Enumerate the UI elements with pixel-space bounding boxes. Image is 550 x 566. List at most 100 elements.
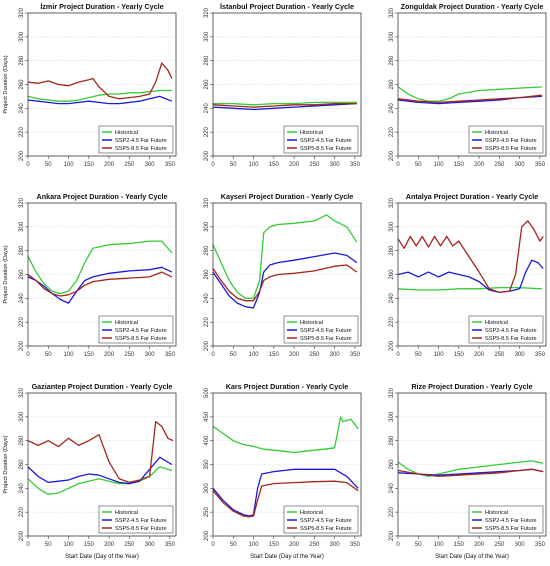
x-tick-label: 350 (350, 542, 361, 548)
series-line (212, 102, 357, 108)
x-axis-label: Start Date (Day of the Year) (65, 554, 139, 560)
y-tick-label: 200 (389, 340, 395, 351)
y-tick-label: 240 (389, 483, 395, 494)
x-tick-label: 0 (396, 542, 400, 548)
x-tick-label: 100 (249, 542, 260, 548)
y-tick-label: 220 (19, 127, 25, 138)
y-tick-label: 300 (19, 221, 25, 232)
series-line (27, 420, 174, 484)
x-tick-label: 50 (45, 352, 52, 358)
x-tick-label: 200 (289, 542, 300, 548)
series-line (212, 252, 358, 309)
y-tick-label: 280 (19, 435, 25, 446)
y-tick-label: 200 (389, 530, 395, 541)
x-tick-label: 300 (330, 542, 341, 548)
series-line (27, 266, 173, 304)
y-tick-label: 350 (204, 459, 210, 470)
y-tick-label: 200 (204, 150, 210, 161)
chart-title: Antalya Project Duration - Yearly Cycle (406, 192, 539, 201)
y-tick-label: 280 (204, 55, 210, 66)
series-line (397, 86, 542, 102)
x-tick-label: 100 (434, 352, 445, 358)
x-tick-label: 350 (350, 162, 361, 168)
series-line (27, 271, 173, 297)
legend-label: SSP5-8.5 Far Future (485, 146, 537, 152)
y-tick-label: 280 (19, 245, 25, 256)
y-tick-label: 320 (389, 387, 395, 398)
series-line (27, 89, 172, 102)
y-tick-label: 200 (204, 530, 210, 541)
legend-label: SSP2-4.5 Far Future (115, 518, 167, 524)
x-tick-label: 350 (165, 162, 176, 168)
x-tick-label: 200 (474, 352, 485, 358)
y-tick-label: 320 (204, 7, 210, 18)
y-tick-label: 260 (389, 79, 395, 90)
x-axis-label: Start Date (Day of the Year) (250, 554, 324, 560)
legend-label: Historical (300, 510, 323, 516)
plot-frame (397, 392, 547, 537)
x-tick-label: 150 (84, 162, 95, 168)
plot-frame (397, 12, 547, 157)
legend-label: SSP2-4.5 Far Future (115, 328, 167, 334)
x-tick-label: 250 (494, 162, 505, 168)
y-tick-label: 300 (389, 221, 395, 232)
x-tick-label: 100 (249, 162, 260, 168)
y-tick-label: 240 (19, 293, 25, 304)
x-tick-label: 150 (269, 162, 280, 168)
legend-label: Historical (115, 510, 138, 516)
legend-label: SSP2-4.5 Far Future (300, 328, 352, 334)
x-tick-label: 0 (26, 542, 30, 548)
legend-label: Historical (485, 510, 508, 516)
legend-label: SSP5-8.5 Far Future (300, 336, 352, 342)
x-tick-label: 350 (535, 542, 546, 548)
x-tick-label: 100 (249, 352, 260, 358)
legend-label: SSP2-4.5 Far Future (485, 518, 537, 524)
legend-label: SSP2-4.5 Far Future (115, 138, 167, 144)
y-axis-label: Project Duration (Days) (3, 55, 9, 113)
y-axis-label: Project Duration (Days) (3, 435, 9, 493)
x-tick-label: 350 (165, 542, 176, 548)
series-line (212, 264, 358, 302)
plot-frame (212, 202, 362, 347)
y-tick-label: 240 (204, 103, 210, 114)
series-line (397, 259, 544, 294)
x-tick-label: 50 (230, 542, 237, 548)
x-tick-label: 50 (230, 352, 237, 358)
x-tick-label: 0 (396, 352, 400, 358)
x-tick-label: 200 (104, 542, 115, 548)
y-tick-label: 260 (389, 269, 395, 280)
series-line (27, 62, 173, 100)
x-tick-label: 50 (415, 162, 422, 168)
y-tick-label: 220 (19, 507, 25, 518)
chart-title: İstanbul Project Duration - Yearly Cycle (220, 2, 354, 11)
x-tick-label: 300 (330, 352, 341, 358)
y-tick-label: 300 (389, 411, 395, 422)
series-line (212, 102, 357, 111)
legend-label: Historical (115, 320, 138, 326)
y-tick-label: 240 (19, 483, 25, 494)
x-tick-label: 200 (104, 352, 115, 358)
x-tick-label: 200 (289, 352, 300, 358)
x-tick-label: 100 (434, 542, 445, 548)
y-tick-label: 200 (204, 340, 210, 351)
y-tick-label: 260 (19, 459, 25, 470)
y-tick-label: 320 (19, 7, 25, 18)
y-tick-label: 260 (389, 459, 395, 470)
legend-label: SSP5-8.5 Far Future (115, 146, 167, 152)
chart-title: Kayseri Project Duration - Yearly Cycle (221, 192, 354, 201)
chart-panel: Gaziantep Project Duration - Yearly Cycl… (3, 382, 177, 560)
x-tick-label: 300 (145, 352, 156, 358)
y-tick-label: 300 (19, 411, 25, 422)
x-tick-label: 100 (434, 162, 445, 168)
y-tick-label: 240 (389, 103, 395, 114)
x-tick-label: 50 (415, 352, 422, 358)
legend-label: SSP2-4.5 Far Future (300, 518, 352, 524)
x-tick-label: 150 (269, 542, 280, 548)
legend-label: Historical (485, 320, 508, 326)
x-tick-label: 250 (494, 352, 505, 358)
y-tick-label: 250 (204, 507, 210, 518)
plot-frame (212, 392, 362, 537)
series-line (397, 286, 542, 291)
y-tick-label: 200 (19, 150, 25, 161)
